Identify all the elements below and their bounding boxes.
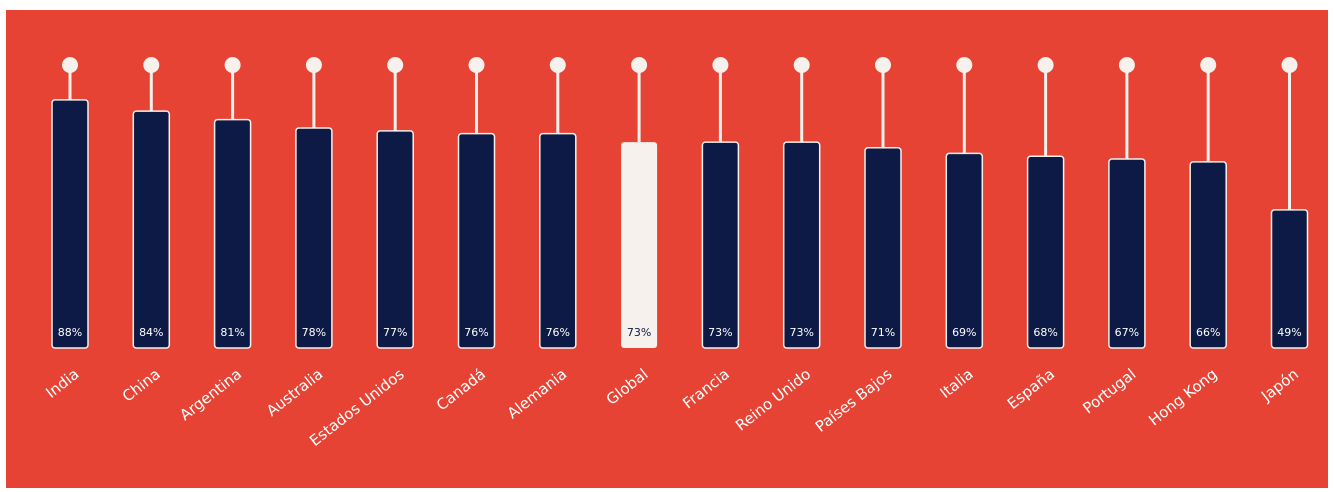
category-label: Reino Unido: [732, 365, 814, 435]
bar: [1026, 155, 1065, 349]
category-label: Portugal: [1079, 365, 1139, 417]
bar-knob: [631, 57, 648, 73]
bar-group: 69% Italia: [936, 57, 984, 402]
bar: [295, 127, 333, 349]
bar-knob: [1200, 57, 1217, 73]
bar-group: 73% Reino Unido: [732, 57, 821, 435]
data-label: 77%: [383, 326, 407, 339]
bar-knob: [1037, 57, 1054, 73]
category-label: España: [1004, 365, 1058, 413]
data-label: 78%: [302, 326, 326, 339]
data-label: 73%: [708, 326, 732, 339]
data-label: 49%: [1277, 326, 1301, 339]
bar-group: 76% Canadá: [433, 57, 496, 414]
bar: [51, 99, 89, 349]
category-label: Países Bajos: [812, 365, 896, 436]
data-label: 88%: [58, 326, 82, 339]
data-label: 73%: [789, 326, 813, 339]
bar-group: 73% Francia: [679, 57, 740, 412]
bar-group: 66% Hong Kong: [1145, 57, 1227, 429]
bar-knob: [468, 57, 485, 73]
bar: [701, 141, 740, 349]
bar-knob: [1281, 57, 1298, 73]
data-label: 84%: [139, 326, 163, 339]
category-label: India: [42, 365, 82, 402]
category-label: Argentina: [176, 365, 245, 424]
data-label: 73%: [627, 326, 651, 339]
bar-group: 78% Australia: [263, 57, 333, 420]
category-label: Alemania: [504, 365, 571, 422]
data-label: 76%: [464, 326, 488, 339]
bar: [864, 147, 902, 349]
bar-knob: [224, 57, 241, 73]
bar-highlight: [621, 142, 658, 348]
bar-group: 88% India: [42, 57, 89, 402]
bar-knob: [1118, 57, 1135, 73]
bar: [132, 110, 171, 349]
bar-chart: 88% India 84% China 81% Argentina 78% Australia…: [42, 57, 1309, 450]
bar-knob: [387, 57, 404, 73]
bar-group: 71% Países Bajos: [812, 57, 902, 436]
chart-panel: 88% India 84% China 81% Argentina 78% Australia…: [6, 10, 1328, 488]
data-label: 71%: [871, 326, 895, 339]
bar: [1108, 158, 1146, 349]
category-label: China: [119, 365, 164, 406]
bar-knob: [143, 57, 160, 73]
bar-knob: [712, 57, 729, 73]
data-label: 81%: [220, 326, 244, 339]
category-label: Italia: [936, 365, 976, 402]
category-label: Global: [603, 365, 652, 409]
bar-knob: [62, 57, 78, 73]
bar-group: 84% China: [119, 57, 171, 406]
category-label: Japón: [1257, 365, 1302, 406]
bar: [457, 132, 496, 349]
category-label: Hong Kong: [1145, 365, 1220, 429]
bar: [539, 132, 577, 349]
data-label: 68%: [1033, 326, 1057, 339]
bar: [1189, 161, 1227, 349]
bar: [376, 130, 414, 349]
bar-group: 81% Argentina: [176, 57, 252, 424]
bar-group: 68% España: [1004, 57, 1065, 413]
bar-group: 76% Alemania: [504, 57, 577, 422]
bar: [945, 152, 984, 349]
category-label: Francia: [679, 365, 733, 412]
bar-group: 49% Japón: [1257, 57, 1309, 406]
data-label: 69%: [952, 326, 976, 339]
bar-group: 67% Portugal: [1079, 57, 1146, 417]
category-label: Australia: [263, 365, 326, 420]
category-label: Canadá: [433, 365, 489, 414]
bar: [1270, 209, 1309, 349]
bar-knob: [793, 57, 810, 73]
data-label: 67%: [1115, 326, 1139, 339]
bar: [213, 118, 252, 349]
bar-knob: [956, 57, 973, 73]
bar-knob: [305, 57, 322, 73]
bar-knob: [549, 57, 566, 73]
bar-knob: [875, 57, 891, 73]
data-label: 66%: [1196, 326, 1220, 339]
bar-group: 73% Global: [603, 57, 658, 409]
data-label: 76%: [546, 326, 570, 339]
bar: [782, 141, 821, 349]
